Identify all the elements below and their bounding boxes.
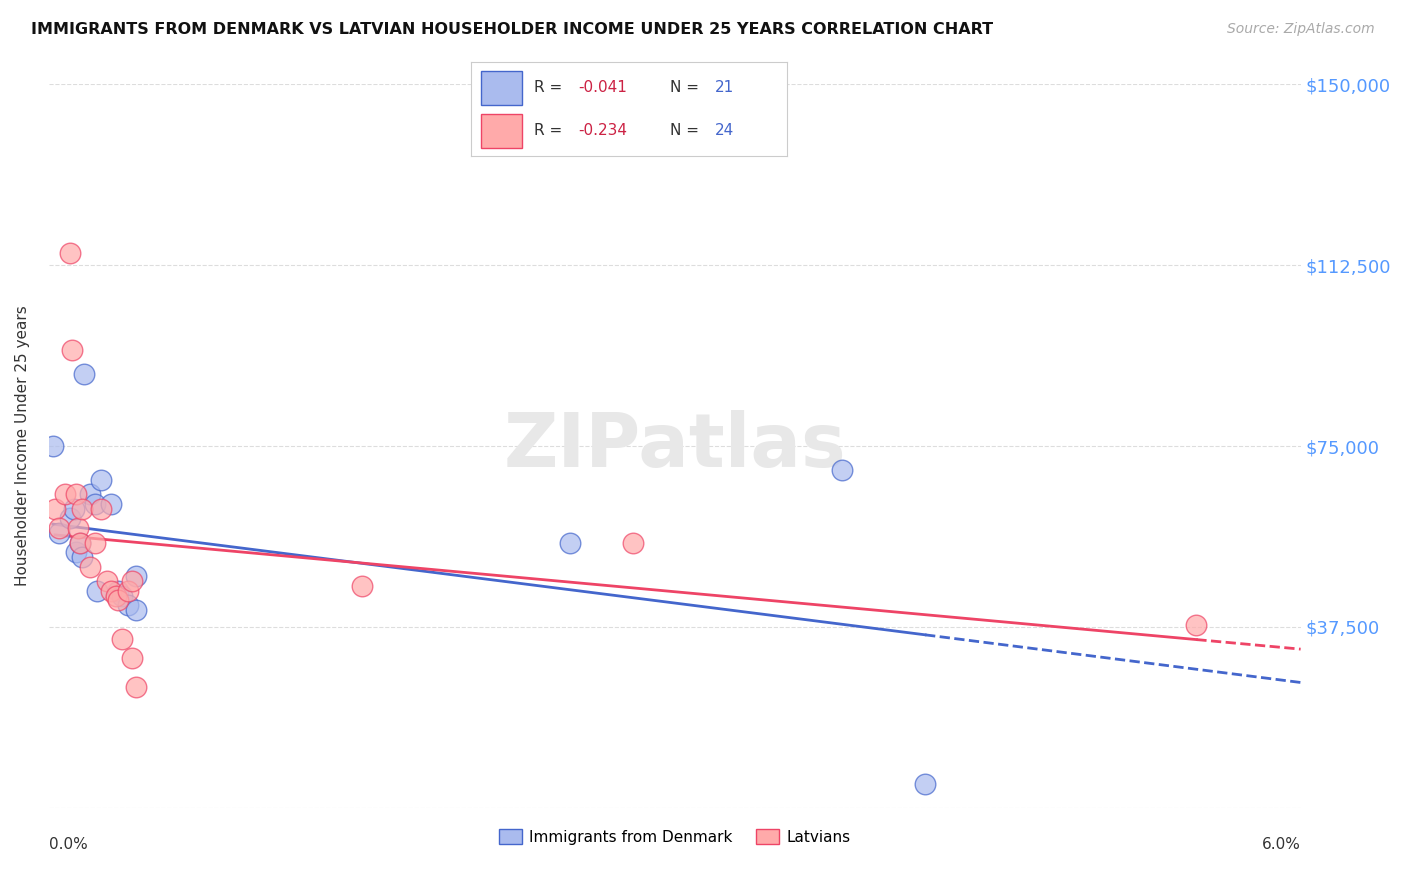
Point [121,574,143,588]
Legend: Immigrants from Denmark, Latvians: Immigrants from Denmark, Latvians [494,822,856,851]
Point [100,583,122,598]
Text: Source: ZipAtlas.com: Source: ZipAtlas.com [1227,22,1375,37]
Text: -0.234: -0.234 [579,123,627,138]
Point [60,343,83,357]
Point [59,246,82,260]
Text: R =: R = [534,80,568,95]
Point [111,589,134,603]
Point [350,579,373,593]
Bar [481,114,522,148]
Point [90,473,112,487]
Point [59,511,82,525]
Point [121,651,143,665]
Point [125,603,148,617]
Point [100,497,122,511]
Point [86,583,108,598]
Point [560,535,582,549]
Point [65,487,87,501]
Point [107,583,129,598]
Point [79,487,101,501]
Point [73,367,96,381]
Point [83,497,105,511]
Point [55,487,77,501]
Bar [481,70,522,104]
Text: R =: R = [534,123,568,138]
Text: -0.041: -0.041 [579,80,627,95]
Point [42,439,65,453]
Point [44,501,66,516]
Point [62,501,84,516]
Point [69,535,91,549]
Point [48,525,70,540]
Point [621,535,644,549]
Point [69,535,91,549]
Point [125,680,148,694]
Text: N =: N = [671,123,704,138]
Text: 6.0%: 6.0% [1261,837,1301,852]
Text: 21: 21 [714,80,734,95]
Point [83,535,105,549]
Point [70,501,93,516]
Point [96,574,118,588]
Point [70,549,93,564]
Text: IMMIGRANTS FROM DENMARK VS LATVIAN HOUSEHOLDER INCOME UNDER 25 YEARS CORRELATION: IMMIGRANTS FROM DENMARK VS LATVIAN HOUSE… [31,22,993,37]
Point [1185,617,1208,632]
Point [104,589,127,603]
Point [90,501,112,516]
Text: 0.0%: 0.0% [49,837,87,852]
Point [65,545,87,559]
Point [117,599,139,613]
Point [117,583,139,598]
Point [914,777,936,791]
Point [125,569,148,583]
Point [66,521,89,535]
Text: 24: 24 [714,123,734,138]
Point [48,521,70,535]
Point [107,593,129,607]
Y-axis label: Householder Income Under 25 years: Householder Income Under 25 years [15,306,30,586]
Text: N =: N = [671,80,704,95]
Point [79,559,101,574]
Text: ZIPatlas: ZIPatlas [503,409,846,483]
Point [831,463,853,477]
Point [111,632,134,646]
